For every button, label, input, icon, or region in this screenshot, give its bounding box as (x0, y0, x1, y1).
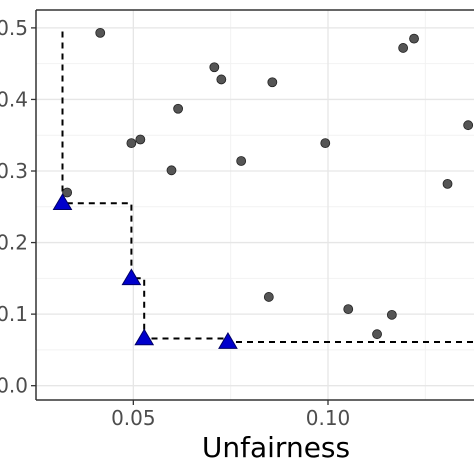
data-point (463, 120, 474, 131)
y-tick-label: 0.0 (0, 374, 28, 398)
data-point (173, 103, 184, 114)
data-point (442, 178, 453, 189)
x-axis-ticks: 0.05 0.10 (111, 400, 350, 430)
data-point (263, 292, 274, 302)
data-points (62, 27, 474, 340)
y-tick-label: 0.1 (0, 302, 28, 326)
data-point (62, 187, 73, 198)
data-point (126, 138, 137, 149)
data-point (343, 304, 354, 315)
data-point (386, 309, 397, 320)
data-point (135, 134, 146, 145)
pareto-point (121, 268, 142, 286)
x-axis-label: Unfairness (202, 431, 350, 464)
y-tick-label: 0.5 (0, 16, 28, 40)
data-point (209, 62, 220, 73)
plot-panel (36, 10, 474, 400)
pareto-point (134, 328, 155, 346)
y-tick-label: 0.3 (0, 159, 28, 183)
data-point (216, 74, 227, 85)
pareto-point (52, 193, 73, 211)
data-point (320, 138, 331, 149)
data-point (372, 329, 382, 340)
y-tick-label: 0.4 (0, 87, 28, 111)
data-point (236, 156, 247, 166)
y-tick-label: 0.2 (0, 231, 28, 255)
pareto-points (52, 193, 238, 349)
x-tick-label: 0.05 (111, 406, 156, 430)
data-point (95, 27, 106, 38)
pareto-point (218, 332, 238, 349)
y-axis-ticks: 0.0 0.1 0.2 0.3 0.4 0.5 (0, 16, 36, 398)
data-point (409, 33, 419, 44)
x-tick-label: 0.10 (306, 406, 351, 430)
data-point (398, 43, 409, 53)
data-point (267, 77, 278, 88)
data-point (166, 165, 177, 176)
